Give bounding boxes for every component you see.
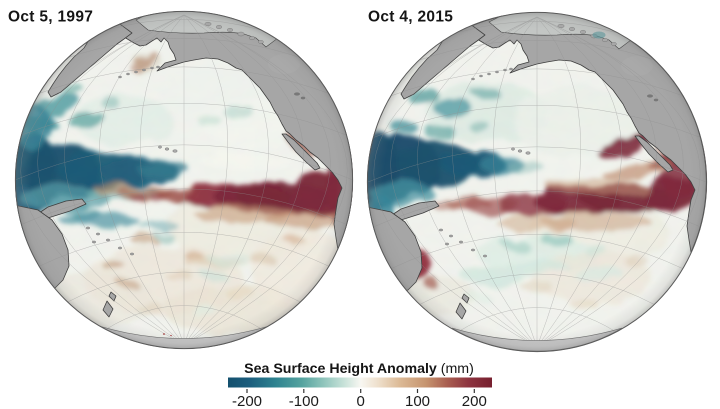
svg-text:0: 0: [357, 393, 365, 409]
svg-text:-100: -100: [289, 393, 319, 409]
svg-text:Oct 4, 2015: Oct 4, 2015: [368, 9, 453, 26]
svg-text:-200: -200: [232, 393, 262, 409]
svg-text:Oct 5, 1997: Oct 5, 1997: [8, 9, 93, 26]
svg-text:100: 100: [405, 393, 430, 409]
svg-text:200: 200: [462, 393, 487, 409]
svg-text:Sea Surface Height Anomaly (mm: Sea Surface Height Anomaly (mm): [244, 361, 474, 377]
